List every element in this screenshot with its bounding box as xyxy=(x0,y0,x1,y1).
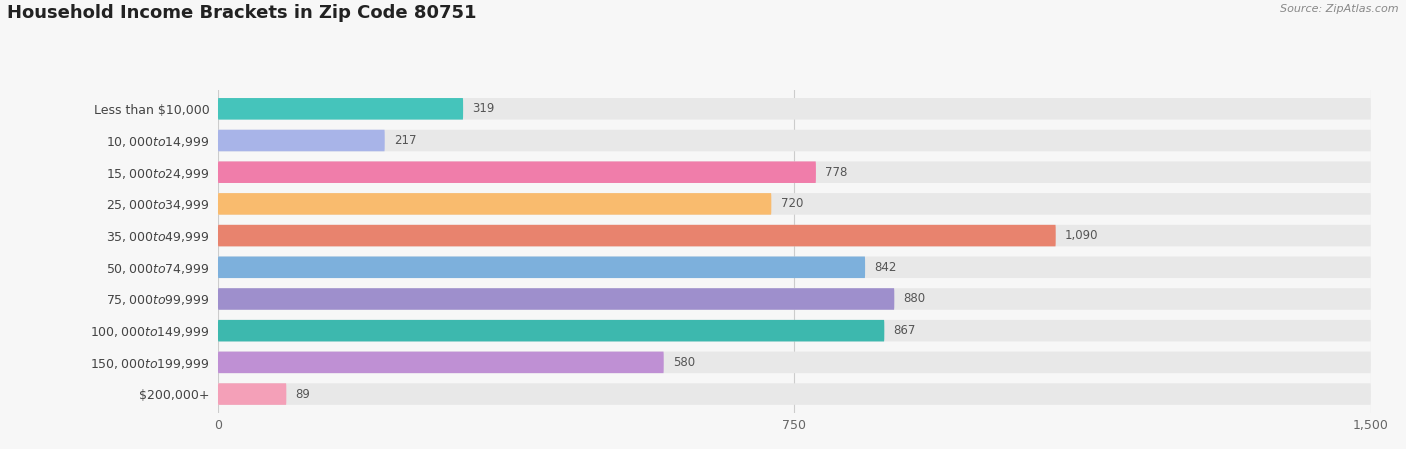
FancyBboxPatch shape xyxy=(218,256,1371,278)
FancyBboxPatch shape xyxy=(218,98,1371,119)
FancyBboxPatch shape xyxy=(218,383,1371,405)
Text: 1,090: 1,090 xyxy=(1064,229,1098,242)
FancyBboxPatch shape xyxy=(218,98,463,119)
Text: 319: 319 xyxy=(472,102,495,115)
Text: 720: 720 xyxy=(780,198,803,211)
Text: 867: 867 xyxy=(894,324,915,337)
Text: 217: 217 xyxy=(394,134,416,147)
FancyBboxPatch shape xyxy=(218,162,1371,183)
FancyBboxPatch shape xyxy=(218,130,385,151)
Text: Household Income Brackets in Zip Code 80751: Household Income Brackets in Zip Code 80… xyxy=(7,4,477,22)
Text: Source: ZipAtlas.com: Source: ZipAtlas.com xyxy=(1281,4,1399,14)
FancyBboxPatch shape xyxy=(218,383,287,405)
FancyBboxPatch shape xyxy=(218,193,1371,215)
Text: 89: 89 xyxy=(295,387,311,401)
Text: 778: 778 xyxy=(825,166,848,179)
FancyBboxPatch shape xyxy=(218,130,1371,151)
FancyBboxPatch shape xyxy=(218,352,664,373)
Text: 580: 580 xyxy=(673,356,695,369)
Text: 880: 880 xyxy=(904,292,925,305)
FancyBboxPatch shape xyxy=(218,288,894,310)
Text: 842: 842 xyxy=(875,261,897,274)
FancyBboxPatch shape xyxy=(218,288,1371,310)
FancyBboxPatch shape xyxy=(218,256,865,278)
FancyBboxPatch shape xyxy=(218,320,1371,341)
FancyBboxPatch shape xyxy=(218,193,772,215)
FancyBboxPatch shape xyxy=(218,352,1371,373)
FancyBboxPatch shape xyxy=(218,320,884,341)
FancyBboxPatch shape xyxy=(218,225,1056,247)
FancyBboxPatch shape xyxy=(218,162,815,183)
FancyBboxPatch shape xyxy=(218,225,1371,247)
